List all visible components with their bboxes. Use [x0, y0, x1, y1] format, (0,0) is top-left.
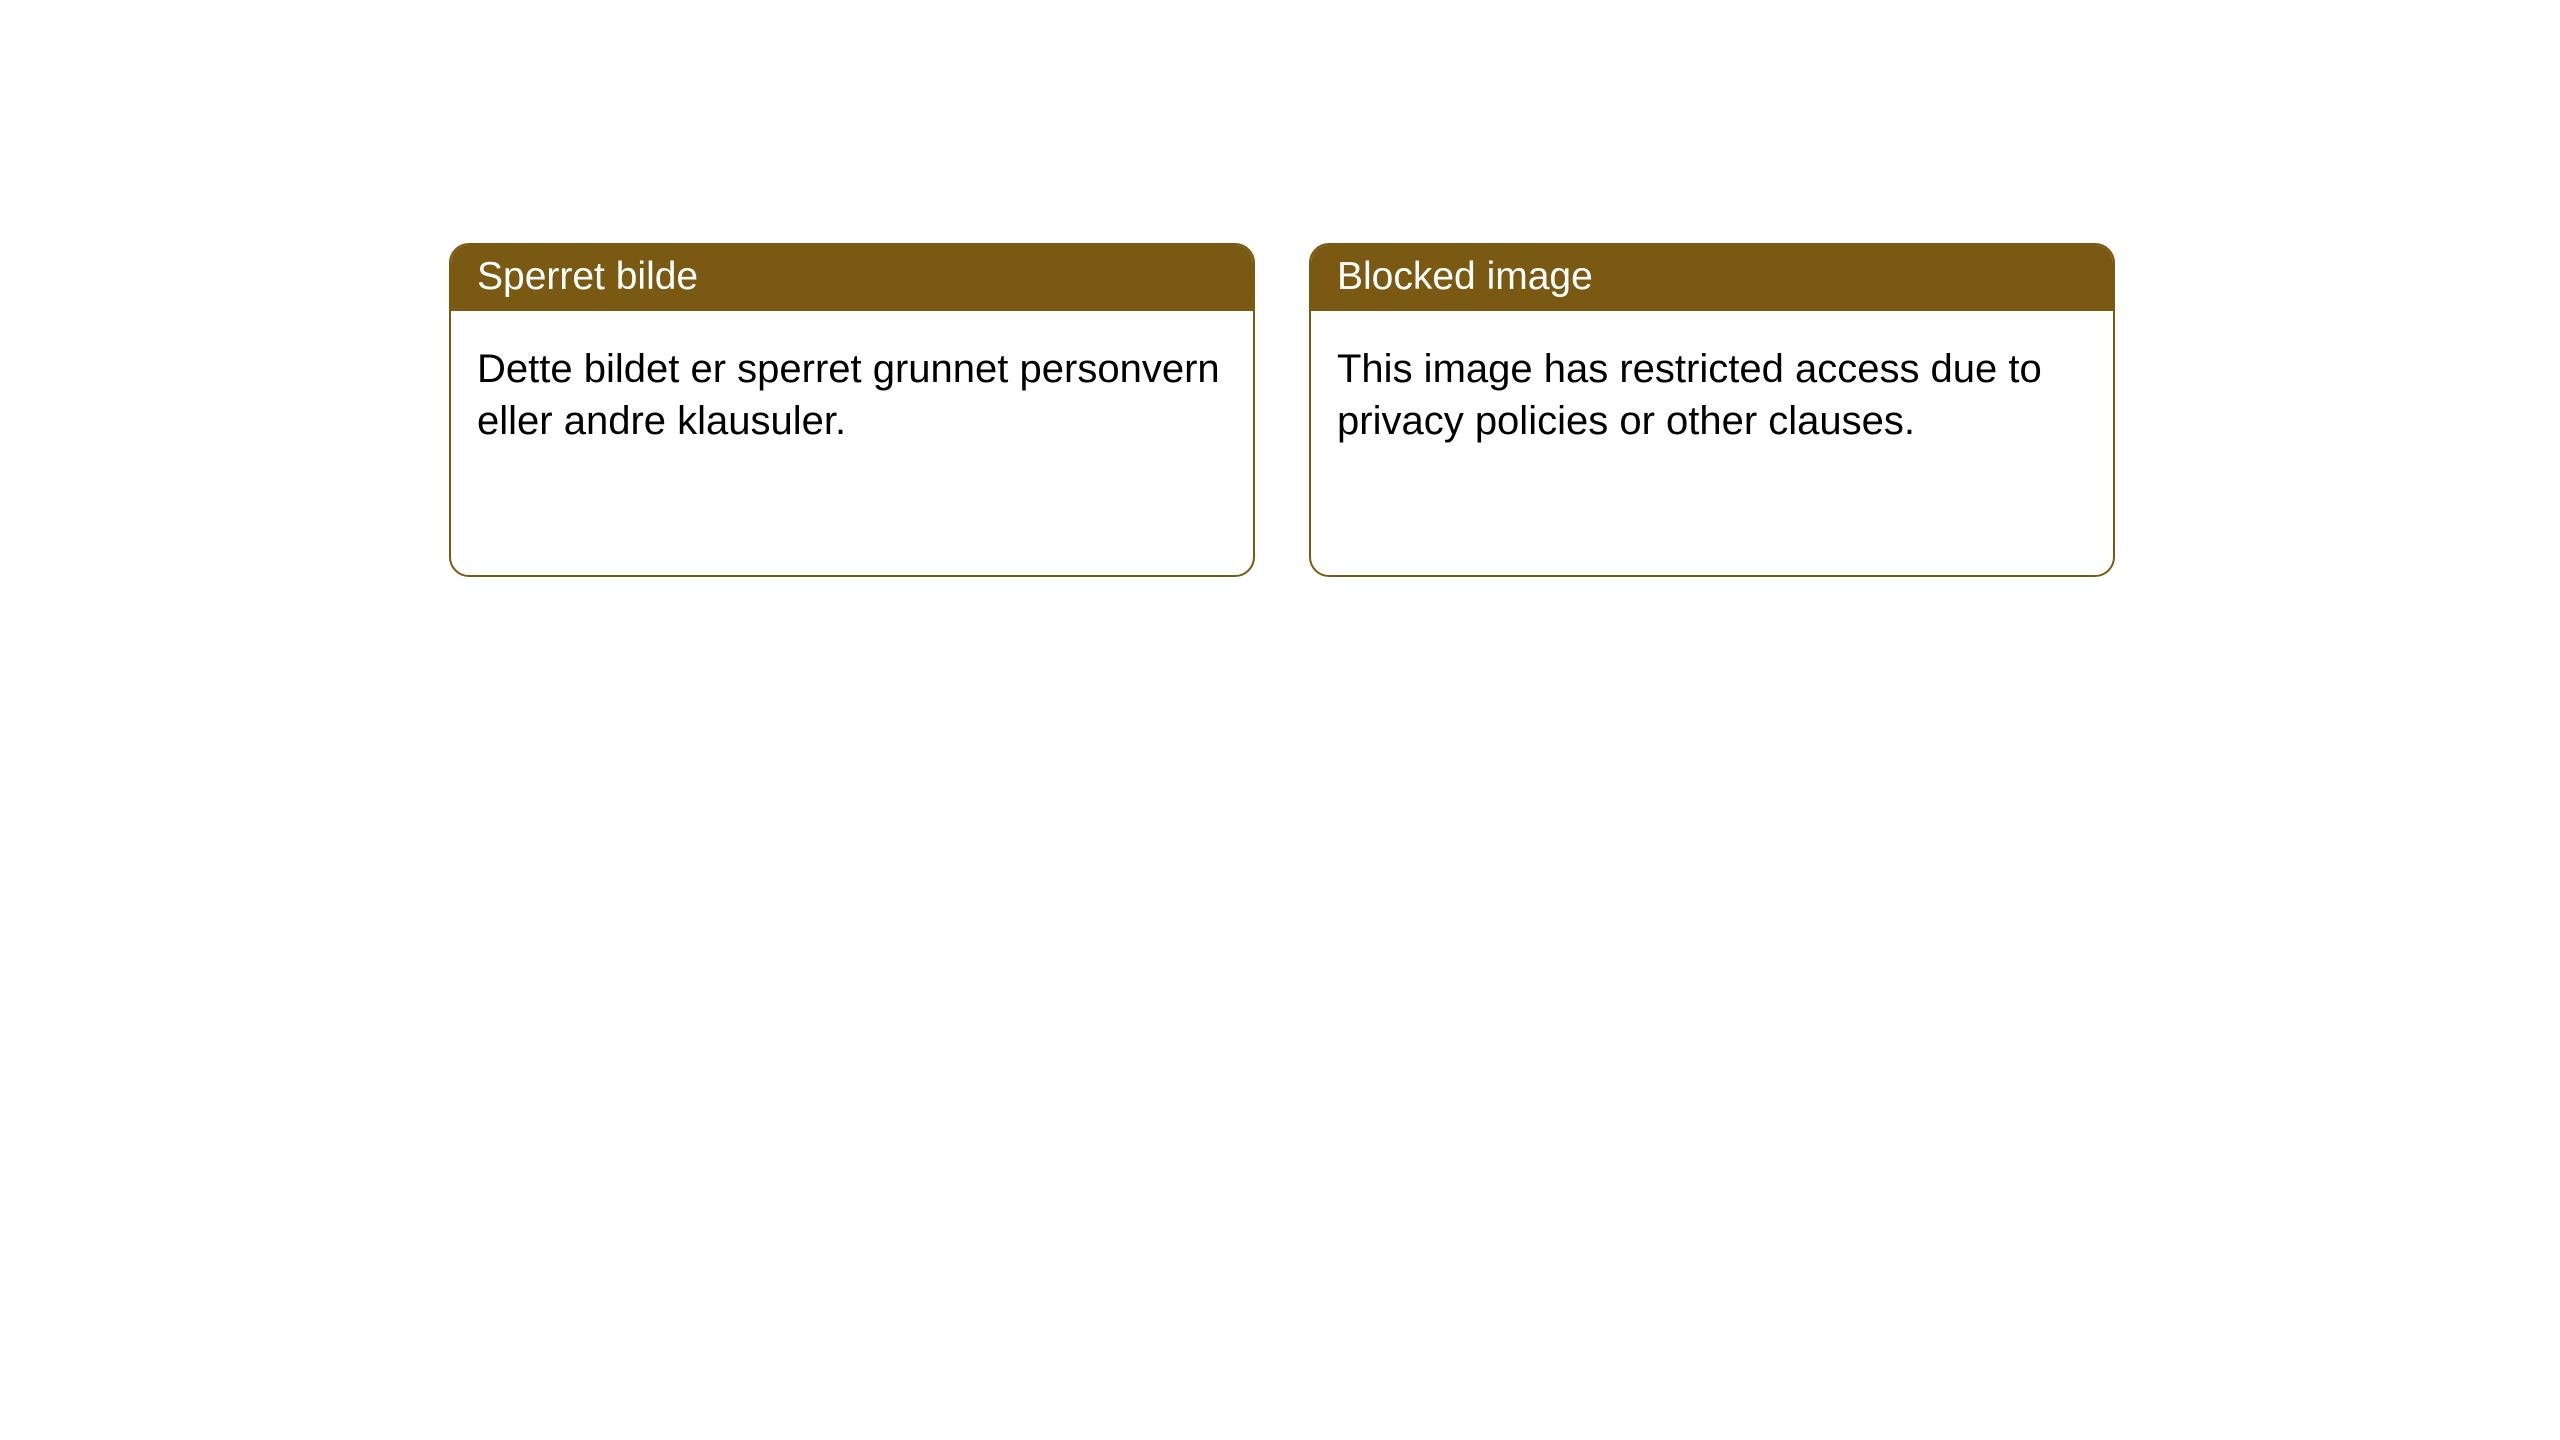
card-header: Sperret bilde — [451, 245, 1253, 311]
card-body: Dette bildet er sperret grunnet personve… — [451, 311, 1253, 479]
card-body-text: Dette bildet er sperret grunnet personve… — [477, 347, 1220, 443]
blocked-image-card-en: Blocked image This image has restricted … — [1309, 243, 2115, 577]
blocked-image-card-no: Sperret bilde Dette bildet er sperret gr… — [449, 243, 1255, 577]
card-header-text: Blocked image — [1337, 255, 1593, 298]
card-container: Sperret bilde Dette bildet er sperret gr… — [0, 0, 2560, 577]
card-header: Blocked image — [1311, 245, 2113, 311]
card-header-text: Sperret bilde — [477, 255, 698, 298]
card-body: This image has restricted access due to … — [1311, 311, 2113, 479]
card-body-text: This image has restricted access due to … — [1337, 347, 2042, 443]
